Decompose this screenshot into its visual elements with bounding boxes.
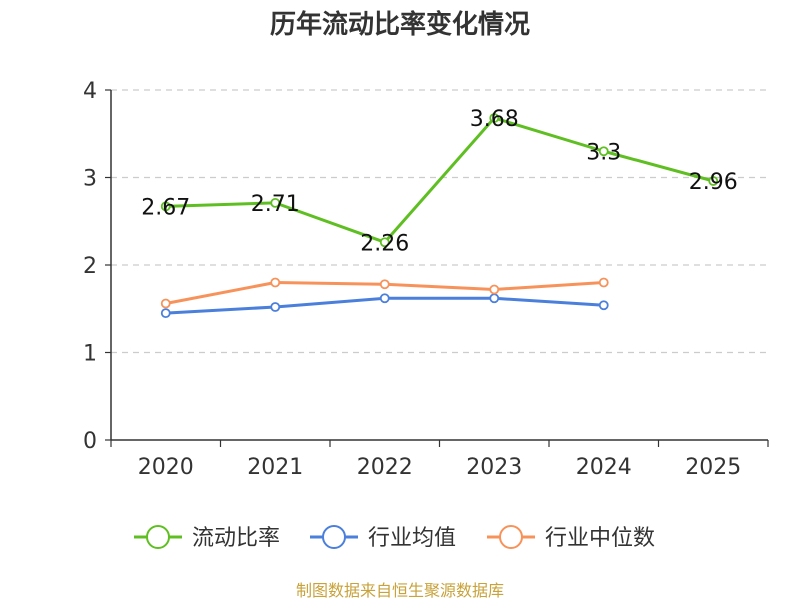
y-tick-label: 4 (83, 79, 97, 104)
y-tick-label: 3 (83, 167, 97, 192)
data-label: 2.96 (689, 170, 738, 195)
data-label: 3.68 (470, 107, 519, 132)
legend-label: 行业均值 (368, 526, 456, 551)
y-tick-label: 0 (83, 429, 97, 454)
legend-label: 行业中位数 (545, 526, 655, 551)
data-point (270, 302, 281, 312)
data-point (160, 308, 171, 319)
data-point (598, 277, 609, 288)
data-point (489, 293, 500, 304)
data-label: 2.26 (360, 231, 409, 256)
data-point (160, 201, 171, 212)
series-line-0 (165, 116, 714, 244)
data-point (379, 293, 390, 304)
legend-marker (499, 525, 523, 549)
data-label: 2.71 (251, 192, 300, 217)
data-point (270, 277, 281, 288)
data-point (379, 237, 390, 248)
data-point (489, 284, 500, 295)
legend-label: 流动比率 (192, 526, 280, 551)
x-tick-label: 2023 (466, 455, 522, 480)
data-point (598, 146, 609, 157)
data-label: 3.3 (586, 140, 621, 165)
x-tick-label: 2022 (357, 455, 413, 480)
data-point (379, 279, 390, 290)
data-point (270, 197, 281, 208)
data-point (160, 298, 171, 309)
data-point (708, 176, 719, 186)
data-label: 2.67 (141, 195, 190, 220)
data-point (489, 113, 500, 123)
x-tick-label: 2021 (247, 455, 303, 480)
legend-marker (146, 525, 170, 549)
chart-title: 历年流动比率变化情况 (270, 9, 530, 40)
source-credit: 制图数据来自恒生聚源数据库 (296, 581, 504, 600)
data-point (598, 300, 609, 311)
x-tick-label: 2024 (576, 455, 632, 480)
y-tick-label: 1 (83, 342, 97, 367)
y-tick-label: 2 (83, 254, 97, 279)
x-tick-label: 2020 (138, 455, 194, 480)
x-tick-label: 2025 (685, 455, 741, 480)
legend-marker (322, 525, 346, 549)
